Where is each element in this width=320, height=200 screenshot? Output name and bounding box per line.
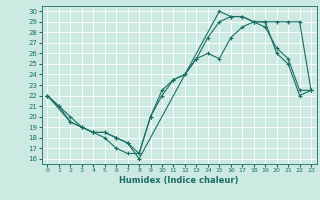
X-axis label: Humidex (Indice chaleur): Humidex (Indice chaleur)	[119, 176, 239, 185]
